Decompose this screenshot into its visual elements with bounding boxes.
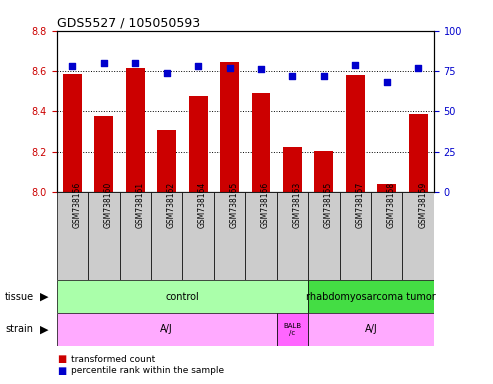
Text: GSM738164: GSM738164 bbox=[198, 182, 207, 228]
Bar bbox=[57, 192, 88, 280]
Point bbox=[100, 60, 108, 66]
Text: GSM738156: GSM738156 bbox=[72, 182, 81, 228]
Text: ▶: ▶ bbox=[40, 324, 49, 334]
Bar bbox=[277, 313, 308, 346]
Bar bbox=[57, 313, 277, 346]
Bar bbox=[308, 280, 434, 313]
Bar bbox=[402, 192, 434, 280]
Bar bbox=[88, 192, 119, 280]
Bar bbox=[157, 129, 176, 192]
Point bbox=[288, 73, 296, 79]
Text: strain: strain bbox=[5, 324, 33, 334]
Bar bbox=[277, 192, 308, 280]
Bar bbox=[57, 280, 308, 313]
Point bbox=[69, 63, 76, 69]
Text: control: control bbox=[166, 291, 199, 302]
Text: A/J: A/J bbox=[160, 324, 173, 334]
Point bbox=[414, 65, 422, 71]
Bar bbox=[63, 74, 82, 192]
Bar bbox=[377, 184, 396, 192]
Bar bbox=[371, 192, 402, 280]
Text: GSM738165: GSM738165 bbox=[230, 182, 239, 228]
Point bbox=[320, 73, 328, 79]
Point bbox=[226, 65, 234, 71]
Bar bbox=[126, 68, 145, 192]
Text: GSM738155: GSM738155 bbox=[324, 182, 333, 228]
Text: GSM738159: GSM738159 bbox=[418, 182, 427, 228]
Bar bbox=[340, 192, 371, 280]
Text: GSM738166: GSM738166 bbox=[261, 182, 270, 228]
Point bbox=[352, 61, 359, 68]
Bar bbox=[409, 114, 427, 192]
Text: ▶: ▶ bbox=[40, 291, 49, 302]
Text: transformed count: transformed count bbox=[71, 354, 156, 364]
Text: GSM738160: GSM738160 bbox=[104, 182, 113, 228]
Text: GSM738163: GSM738163 bbox=[292, 182, 301, 228]
Text: GSM738162: GSM738162 bbox=[167, 182, 176, 228]
Text: A/J: A/J bbox=[365, 324, 377, 334]
Text: GSM738161: GSM738161 bbox=[135, 182, 144, 228]
Point bbox=[257, 66, 265, 73]
Bar bbox=[151, 192, 182, 280]
Text: BALB
/c: BALB /c bbox=[283, 323, 302, 336]
Text: GDS5527 / 105050593: GDS5527 / 105050593 bbox=[57, 17, 200, 30]
Bar bbox=[220, 62, 239, 192]
Text: GSM738158: GSM738158 bbox=[387, 182, 396, 228]
Bar bbox=[94, 116, 113, 192]
Bar bbox=[308, 313, 434, 346]
Text: rhabdomyosarcoma tumor: rhabdomyosarcoma tumor bbox=[306, 291, 436, 302]
Text: percentile rank within the sample: percentile rank within the sample bbox=[71, 366, 225, 375]
Bar bbox=[315, 151, 333, 192]
Point bbox=[383, 79, 390, 85]
Bar bbox=[119, 192, 151, 280]
Point bbox=[163, 70, 171, 76]
Bar bbox=[283, 147, 302, 192]
Point bbox=[131, 60, 139, 66]
Bar bbox=[182, 192, 214, 280]
Text: ■: ■ bbox=[57, 354, 66, 364]
Bar bbox=[214, 192, 246, 280]
Text: GSM738157: GSM738157 bbox=[355, 182, 364, 228]
Bar bbox=[251, 93, 270, 192]
Bar bbox=[346, 75, 365, 192]
Text: ■: ■ bbox=[57, 366, 66, 376]
Point bbox=[194, 63, 202, 69]
Bar bbox=[308, 192, 340, 280]
Bar bbox=[189, 96, 208, 192]
Text: tissue: tissue bbox=[5, 291, 34, 302]
Bar bbox=[245, 192, 277, 280]
